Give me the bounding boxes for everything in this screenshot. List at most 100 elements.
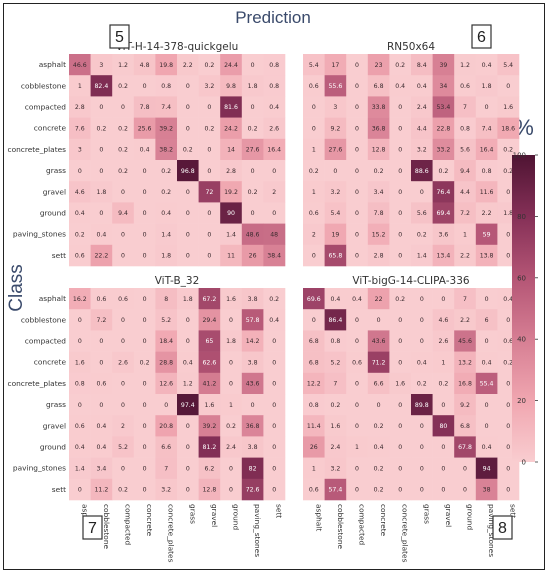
cell-value: 0: [312, 125, 316, 132]
heatmap-cell: [112, 54, 135, 76]
cell-value: 1.2: [183, 381, 193, 388]
heatmap-cell: [475, 54, 498, 76]
heatmap-cell: [432, 75, 455, 97]
cell-value: 14: [227, 147, 235, 154]
row-label: gravel: [43, 421, 66, 430]
heatmap-cell: [454, 288, 477, 310]
heatmap-cell: [303, 181, 325, 203]
cell-value: 0: [186, 210, 190, 217]
cell-value: 0: [420, 444, 424, 451]
heatmap-cell: [155, 457, 178, 480]
heatmap-cell: [155, 54, 178, 76]
cell-value: 57.8: [246, 317, 260, 324]
cell-value: 0: [229, 359, 233, 366]
cell-value: 0: [78, 317, 82, 324]
y-axis-label: Class: [6, 264, 27, 312]
cell-value: 2.2: [460, 317, 470, 324]
heatmap-cell: [112, 223, 135, 246]
cell-value: 0.2: [503, 359, 513, 366]
heatmap-cell: [198, 351, 221, 374]
heatmap-cell: [133, 117, 156, 140]
cell-value: 0: [506, 317, 510, 324]
cell-value: 43.6: [246, 381, 260, 388]
cell-value: 0: [251, 210, 255, 217]
heatmap-cell: [432, 394, 455, 416]
heatmap-cell: [454, 117, 477, 140]
row-label: compacted: [25, 103, 67, 112]
cell-value: 1.8: [482, 83, 492, 90]
heatmap-cell: [367, 457, 390, 480]
cell-value: 82.4: [95, 83, 109, 90]
cell-value: 5.4: [330, 210, 340, 217]
heatmap-cell: [220, 117, 243, 140]
heatmap-cell: [432, 181, 455, 203]
heatmap-cell: [177, 372, 199, 395]
cell-value: 25.6: [138, 125, 152, 132]
cell-value: 1.8: [183, 296, 193, 303]
heatmap-cell: [198, 117, 221, 140]
column-label: paving_stones: [253, 504, 262, 557]
heatmap-cell: [133, 351, 156, 374]
cell-value: 9.4: [118, 210, 128, 217]
cell-value: 0: [355, 231, 359, 238]
cell-value: 0.6: [118, 296, 128, 303]
cell-value: 9.2: [330, 125, 340, 132]
heatmap-cell: [475, 138, 498, 161]
cell-value: 29.4: [203, 317, 217, 324]
heatmap-cell: [367, 54, 390, 76]
cell-value: 0: [143, 465, 147, 472]
colorbar-tick-label: 40: [517, 336, 526, 344]
heatmap-cell: [241, 181, 264, 203]
cell-value: 19: [331, 231, 339, 238]
heatmap-cell: [241, 244, 264, 267]
heatmap-cell: [112, 415, 135, 437]
cell-value: 24.2: [224, 125, 238, 132]
row-label: ground: [40, 443, 66, 452]
colorbar-tick-label: 20: [517, 397, 526, 405]
heatmap-cell: [432, 330, 455, 352]
cell-value: 9.8: [226, 83, 236, 90]
cell-value: 7.2: [460, 210, 470, 217]
cell-value: 1: [355, 444, 359, 451]
cell-value: 22.8: [437, 125, 451, 132]
cell-value: 0: [272, 465, 276, 472]
heatmap-cell: [367, 372, 390, 395]
cell-value: 0: [143, 231, 147, 238]
cell-value: 0: [312, 104, 316, 111]
cell-value: 0: [355, 104, 359, 111]
heatmap-cell: [112, 394, 135, 416]
heatmap-cell: [324, 394, 347, 416]
cell-value: 0.4: [183, 359, 193, 366]
cell-value: 0: [143, 487, 147, 494]
cell-value: 0: [164, 402, 168, 409]
cell-value: 0: [441, 487, 445, 494]
cell-value: 6.8: [309, 338, 319, 345]
row-label: compacted: [25, 337, 67, 346]
cell-value: 0: [121, 104, 125, 111]
heatmap-cell: [454, 181, 477, 203]
cell-value: 0: [420, 338, 424, 345]
heatmap-cell: [241, 309, 264, 331]
heatmap-cell: [411, 372, 433, 395]
heatmap-cell: [177, 244, 199, 267]
heatmap-cell: [367, 288, 390, 310]
heatmap-cell: [69, 309, 91, 331]
cell-value: 0: [355, 125, 359, 132]
heatmap-cell: [303, 415, 325, 437]
heatmap-cell: [432, 202, 455, 224]
heatmap-cell: [177, 75, 199, 97]
cell-value: 6.8: [374, 83, 384, 90]
cell-value: 0: [186, 465, 190, 472]
cell-value: 16.2: [73, 296, 87, 303]
column-label: paving_stones: [487, 504, 496, 557]
heatmap-cell: [155, 415, 178, 437]
row-label: paving_stones: [13, 464, 66, 473]
heatmap-cell: [367, 138, 390, 161]
heatmap-cell: [475, 202, 498, 224]
cell-value: 7.6: [75, 125, 85, 132]
heatmap-cell: [411, 160, 433, 182]
heatmap-cell: [389, 288, 412, 310]
cell-value: 0: [99, 168, 103, 175]
cell-value: 12.2: [307, 381, 321, 388]
cell-value: 7.8: [140, 104, 150, 111]
